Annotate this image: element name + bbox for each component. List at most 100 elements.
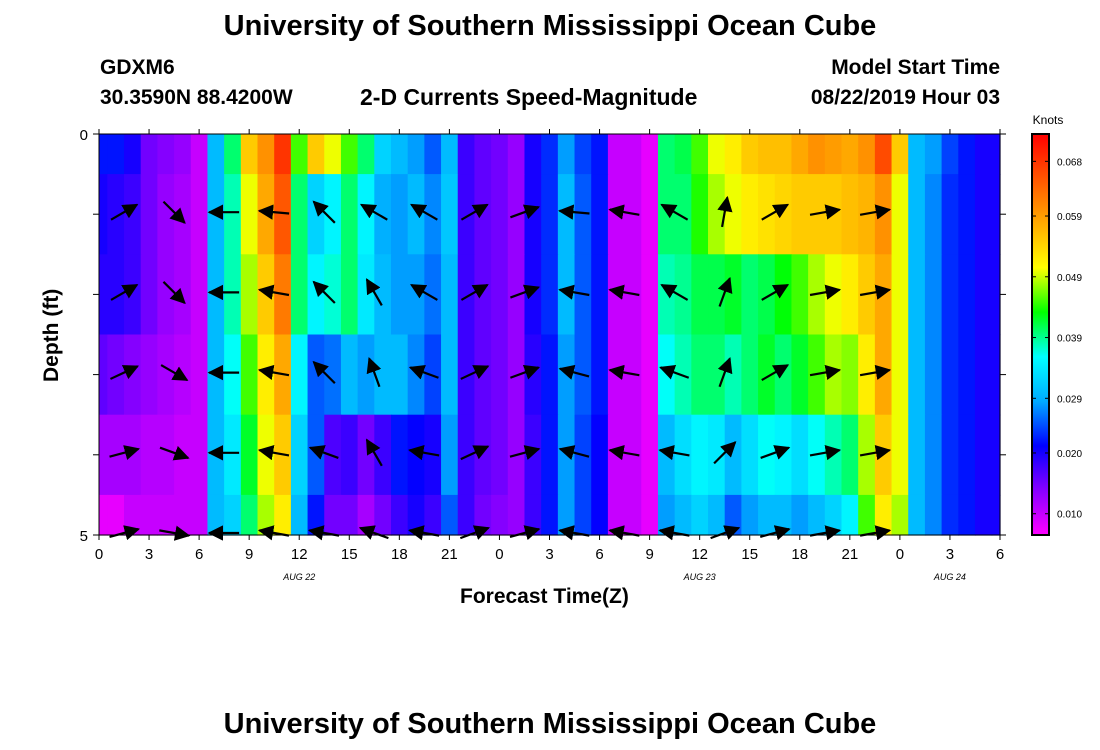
heatmap-cell xyxy=(107,334,125,416)
x-tick-label: 3 xyxy=(145,546,153,563)
model-start-value: 08/22/2019 Hour 03 xyxy=(810,86,1000,109)
heatmap-cell xyxy=(224,134,242,175)
current-vector-arrow xyxy=(659,364,690,380)
heatmap-cell xyxy=(874,334,893,416)
heatmap-cell xyxy=(774,494,793,536)
heatmap-cell xyxy=(791,334,809,416)
heatmap-cell xyxy=(424,254,442,336)
heatmap-cell xyxy=(157,414,175,496)
heatmap-cell xyxy=(774,254,793,336)
heatmap-cell xyxy=(724,254,742,336)
heatmap-cell xyxy=(140,414,158,496)
heatmap-cell xyxy=(357,174,375,255)
current-vector-arrow xyxy=(761,203,790,221)
heatmap-cell xyxy=(941,254,959,336)
heatmap-cell xyxy=(124,334,142,416)
heatmap-cell xyxy=(708,414,726,496)
heatmap-cell xyxy=(824,414,843,496)
heatmap-cell xyxy=(224,334,242,416)
current-vector-arrow xyxy=(710,525,741,540)
heatmap-cell xyxy=(457,254,476,336)
heatmap-cell xyxy=(591,134,609,175)
heatmap-cell xyxy=(841,254,859,336)
heatmap-cell xyxy=(991,494,1001,536)
heatmap-cell xyxy=(340,254,359,336)
heatmap-cell xyxy=(99,494,108,536)
heatmap-cell xyxy=(140,494,158,536)
current-vector-arrow xyxy=(162,200,186,224)
heatmap-cell xyxy=(841,334,859,416)
heatmap-cell xyxy=(324,174,342,255)
heatmap-cell xyxy=(424,174,442,255)
heatmap-cell xyxy=(891,414,909,496)
heatmap-cell xyxy=(99,254,108,336)
current-vector-arrow xyxy=(660,283,689,301)
heatmap-cell xyxy=(390,494,409,536)
heatmap-cell xyxy=(791,254,809,336)
heatmap-cell xyxy=(99,134,108,175)
plot-title: 2-D Currents Speed-Magnitude xyxy=(360,84,698,110)
heatmap-cell xyxy=(691,494,709,536)
heatmap-cell xyxy=(958,494,976,536)
heatmap-cell xyxy=(691,334,709,416)
current-vector-arrow xyxy=(109,365,140,380)
heatmap-cell xyxy=(441,174,459,255)
heatmap-cell xyxy=(157,134,175,175)
heatmap-cell xyxy=(624,134,642,175)
heatmap-cell xyxy=(758,334,776,416)
heatmap-cell xyxy=(424,134,442,175)
heatmap-cell xyxy=(908,174,926,255)
heatmap-cell xyxy=(290,254,309,336)
heatmap-cell xyxy=(741,334,759,416)
current-vector-arrow xyxy=(558,284,590,300)
heatmap-cell xyxy=(724,134,742,175)
x-tick-label: 21 xyxy=(441,546,458,563)
x-tick-label: 9 xyxy=(645,546,653,563)
current-vector-arrow xyxy=(460,445,490,461)
heatmap-cell xyxy=(224,174,242,255)
current-vector-arrow xyxy=(365,438,383,467)
heatmap-cell xyxy=(724,334,742,416)
heatmap-cell xyxy=(908,134,926,175)
heatmap-cell xyxy=(824,334,843,416)
heatmap-cell xyxy=(607,414,626,496)
heatmap-cell xyxy=(908,334,926,416)
current-vector-arrow xyxy=(713,441,737,465)
heatmap-cell xyxy=(457,334,476,416)
heatmap-cell xyxy=(991,134,1001,175)
heatmap-cell xyxy=(190,254,209,336)
heatmap-cell xyxy=(441,334,459,416)
colorbar-tick-label: 0.020 xyxy=(1057,449,1082,460)
heatmap-cell xyxy=(390,334,409,416)
y-axis: 05 xyxy=(80,127,1006,545)
heatmap-cell xyxy=(591,254,609,336)
heatmap-cell xyxy=(708,334,726,416)
current-vector-arrow xyxy=(660,203,689,221)
heatmap-cell xyxy=(290,174,309,255)
heatmap-cell xyxy=(374,334,392,416)
heatmap-cell xyxy=(240,494,259,536)
heatmap-cell xyxy=(524,254,542,336)
x-tick-label: 9 xyxy=(245,546,253,563)
heatmap-cell xyxy=(491,134,509,175)
heatmap-cell xyxy=(524,494,542,536)
heatmap-cell xyxy=(257,254,275,336)
current-vector-arrow xyxy=(760,445,791,460)
heatmap-cell xyxy=(290,134,309,175)
heatmap-cell xyxy=(541,494,559,536)
current-vector-arrow xyxy=(509,445,541,460)
heatmap-cell xyxy=(641,174,659,255)
heatmap-cell xyxy=(891,134,909,175)
heatmap-cell xyxy=(224,254,242,336)
heatmap-cell xyxy=(741,174,759,255)
heatmap-cell xyxy=(974,174,993,255)
heatmap-cell xyxy=(891,334,909,416)
heatmap-cell xyxy=(991,174,1001,255)
x-tick-label: 0 xyxy=(95,546,103,563)
heatmap-cell xyxy=(457,174,476,255)
heatmap-cell xyxy=(407,414,425,496)
heatmap-cell xyxy=(124,174,142,255)
heatmap-cell xyxy=(941,334,959,416)
heatmap-cell xyxy=(674,254,692,336)
current-vector-arrow xyxy=(717,276,733,307)
